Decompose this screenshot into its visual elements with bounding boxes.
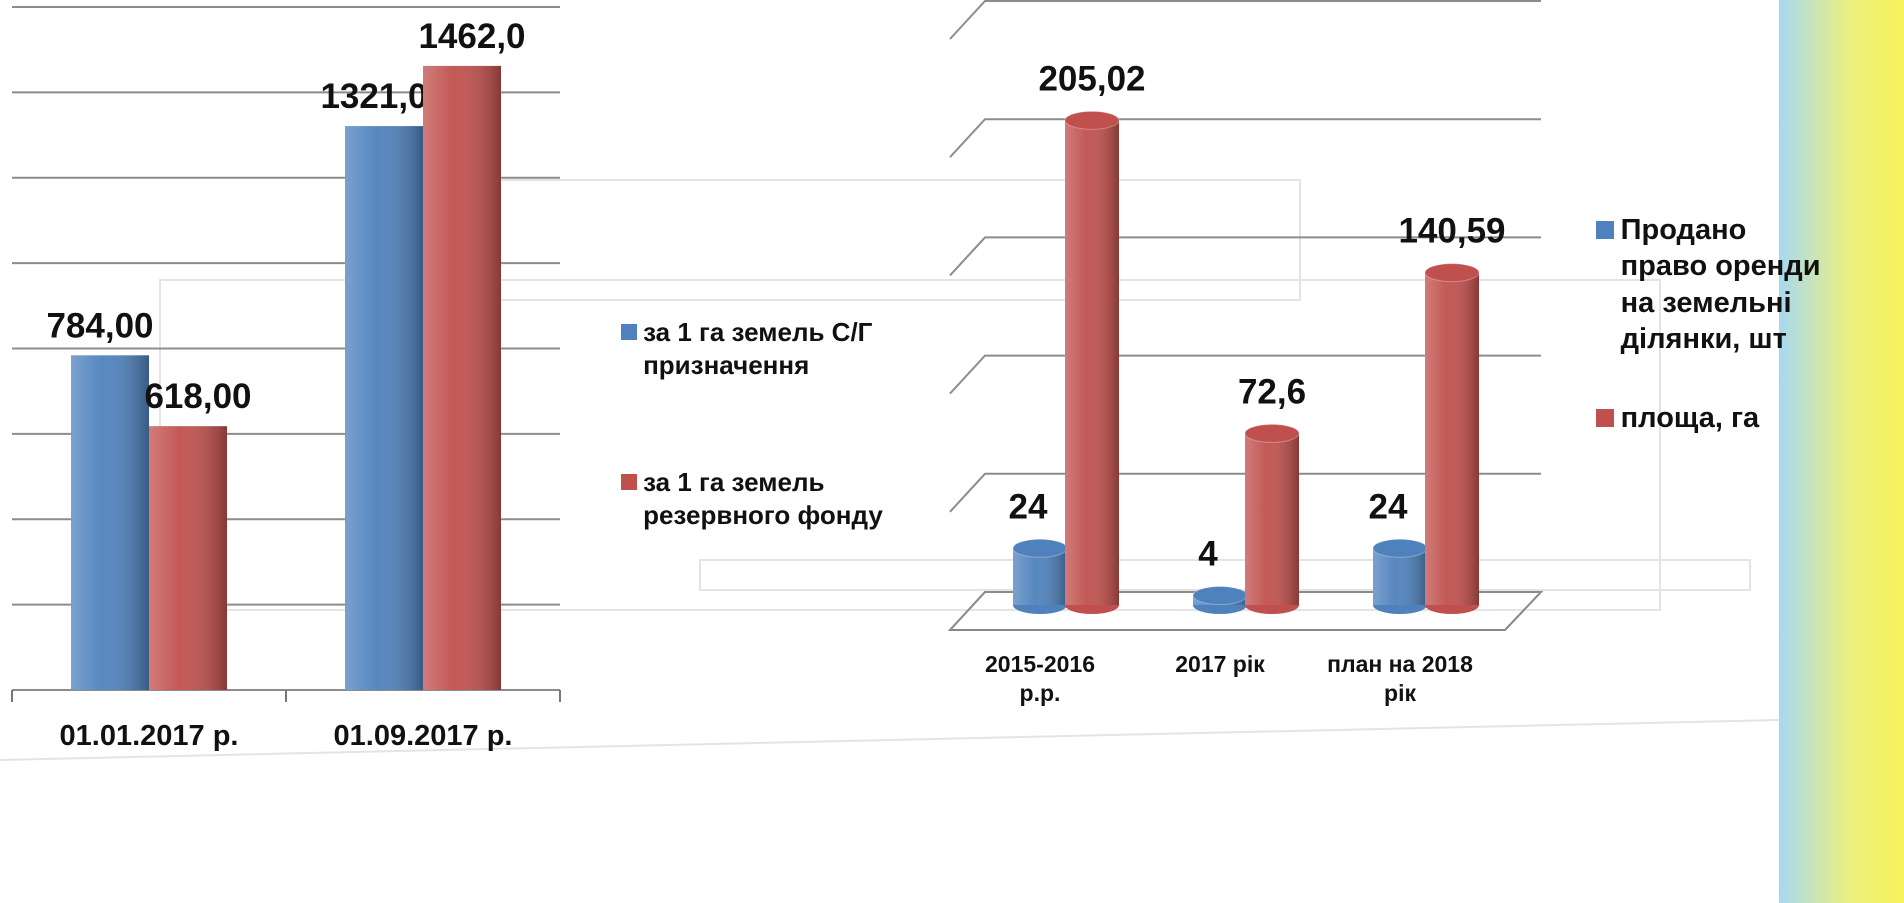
- legend-label: площа, га: [1621, 400, 1821, 436]
- cylinder-top: [1245, 424, 1299, 442]
- grid-line: [950, 1, 1541, 39]
- bar-shade: [71, 355, 149, 690]
- data-label: 140,59: [1398, 212, 1505, 251]
- data-label: 1462,0: [418, 17, 525, 56]
- cylinder-top: [1065, 111, 1119, 129]
- data-label: 24: [1369, 487, 1408, 526]
- legend-label: за 1 га земель резервного фонду: [643, 466, 943, 531]
- legend-swatch: [621, 324, 637, 340]
- data-label: 24: [1009, 487, 1048, 526]
- legend-label: за 1 га земель С/Г призначення: [643, 316, 943, 381]
- cylinder-shade: [1245, 433, 1299, 605]
- data-label: 784,00: [46, 306, 153, 345]
- x-tick-label: план на 2018 рік: [1325, 650, 1475, 708]
- legend-swatch: [1596, 409, 1614, 427]
- x-tick-label: 01.09.2017 р.: [334, 720, 513, 752]
- bar-shade: [423, 66, 501, 690]
- bar-shade: [345, 126, 423, 690]
- cylinder-top: [1193, 587, 1247, 605]
- x-tick-label: 2015-2016 р.р.: [965, 650, 1115, 708]
- data-label: 1321,0: [320, 77, 427, 116]
- page: 01.01.2017 р. 784,00 618,00 01.09.2017 р. 13…: [0, 0, 1904, 903]
- cylinder-top: [1425, 264, 1479, 282]
- x-tick-label: 01.01.2017 р.: [60, 720, 239, 752]
- cylinder-top: [1373, 539, 1427, 557]
- data-label: 4: [1198, 535, 1218, 574]
- x-tick-label: 2017 рік: [1145, 650, 1295, 679]
- cylinder-shade: [1065, 120, 1119, 605]
- cylinder-shade: [1425, 273, 1479, 605]
- data-label: 72,6: [1238, 372, 1306, 411]
- data-label: 618,00: [144, 377, 251, 416]
- legend-swatch: [1596, 221, 1614, 239]
- legend-label: Продано право оренди на земельні ділянки…: [1621, 212, 1821, 357]
- legend-swatch: [621, 474, 637, 490]
- bar-shade: [149, 426, 227, 690]
- grid-line: [950, 119, 1541, 157]
- data-label: 205,02: [1038, 59, 1145, 98]
- chart: 01.01.2017 р. 784,00 618,00 01.09.2017 р. 13…: [0, 0, 1904, 903]
- cylinder-top: [1013, 539, 1067, 557]
